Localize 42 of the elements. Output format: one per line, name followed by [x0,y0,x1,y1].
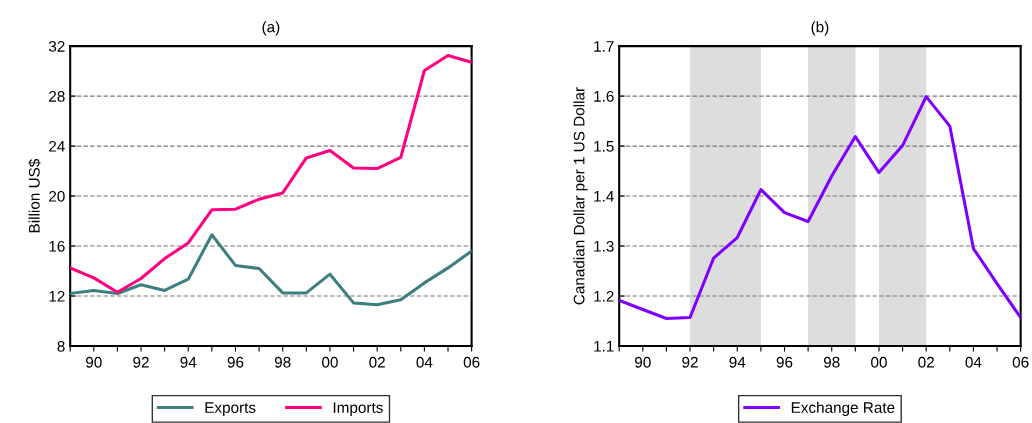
x-tick-label: 06 [463,356,480,368]
x-tick-label: 92 [133,356,149,368]
y-tick-label: 1.2 [594,290,614,302]
x-tick-label: 06 [1012,356,1029,368]
legend-label: Exchange Rate [791,401,895,416]
y-tick-label: 32 [48,40,65,52]
x-tick-label: 92 [682,356,698,368]
y-tick-label: 20 [49,190,65,202]
y-tick-label: 1.6 [594,90,614,102]
y-tick-label: 1.7 [594,41,614,52]
x-tick-label: 90 [86,356,102,368]
y-axis-title: Canadian Dollar per 1 US Dollar [573,87,588,305]
y-tick-label: 1.1 [594,341,614,352]
x-tick-label: 04 [965,356,982,368]
x-tick-label: 96 [227,356,244,368]
y-tick-label: 1.4 [594,191,614,202]
legend-label: Imports [333,402,383,416]
y-axis-title: Billion US$ [28,158,41,233]
x-tick-label: 02 [918,356,934,368]
y-tick-label: 8 [57,340,65,352]
line-series [70,53,472,294]
y-tick-label: 12 [49,290,65,302]
x-tick-label: 02 [369,356,385,368]
line-series [619,95,1021,321]
legend-label: Exports [205,402,256,416]
y-tick-label: 1.3 [594,240,614,252]
x-tick-label: 04 [416,356,433,368]
x-tick-label: 98 [823,356,840,368]
x-tick-label: 98 [274,356,291,368]
chart-title: (b) [811,21,829,36]
x-tick-label: 96 [776,356,793,368]
x-tick-label: 00 [871,356,887,368]
x-tick-label: 90 [635,356,651,368]
line-series [70,233,472,307]
y-tick-label: 16 [49,240,65,252]
x-tick-label: 94 [180,356,197,368]
chart-title: (a) [262,21,280,36]
y-tick-label: 24 [49,140,65,152]
y-tick-label: 1.5 [594,141,614,152]
y-tick-label: 28 [49,90,65,102]
x-tick-label: 00 [322,356,338,368]
x-tick-label: 94 [729,356,746,368]
